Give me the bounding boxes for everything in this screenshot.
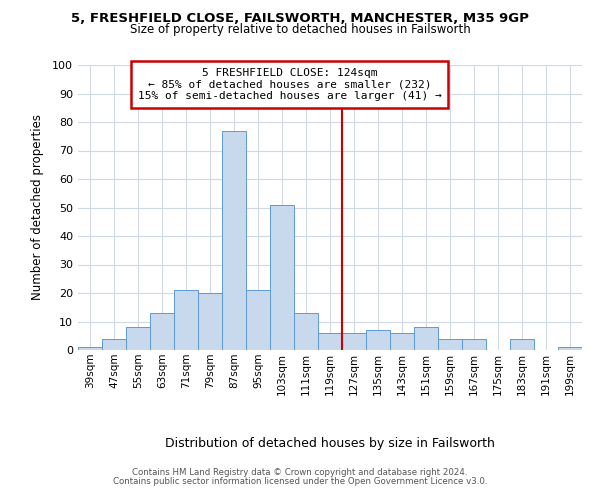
Bar <box>342 333 366 350</box>
Text: Contains public sector information licensed under the Open Government Licence v3: Contains public sector information licen… <box>113 476 487 486</box>
Bar <box>174 290 198 350</box>
Bar <box>366 330 390 350</box>
Bar <box>318 333 342 350</box>
Bar <box>414 327 438 350</box>
Bar <box>150 313 174 350</box>
Bar <box>270 204 294 350</box>
Bar <box>438 338 462 350</box>
Bar <box>126 327 150 350</box>
Bar <box>78 347 102 350</box>
Bar <box>246 290 270 350</box>
Bar <box>510 338 534 350</box>
Bar <box>198 293 222 350</box>
Y-axis label: Number of detached properties: Number of detached properties <box>31 114 44 300</box>
Text: 5, FRESHFIELD CLOSE, FAILSWORTH, MANCHESTER, M35 9GP: 5, FRESHFIELD CLOSE, FAILSWORTH, MANCHES… <box>71 12 529 26</box>
Bar <box>102 338 126 350</box>
Text: Contains HM Land Registry data © Crown copyright and database right 2024.: Contains HM Land Registry data © Crown c… <box>132 468 468 477</box>
Bar <box>222 130 246 350</box>
Bar <box>294 313 318 350</box>
Bar <box>558 347 582 350</box>
X-axis label: Distribution of detached houses by size in Failsworth: Distribution of detached houses by size … <box>165 436 495 450</box>
Text: 5 FRESHFIELD CLOSE: 124sqm
← 85% of detached houses are smaller (232)
15% of sem: 5 FRESHFIELD CLOSE: 124sqm ← 85% of deta… <box>138 68 442 101</box>
Text: Size of property relative to detached houses in Failsworth: Size of property relative to detached ho… <box>130 22 470 36</box>
Bar <box>462 338 486 350</box>
Bar <box>390 333 414 350</box>
